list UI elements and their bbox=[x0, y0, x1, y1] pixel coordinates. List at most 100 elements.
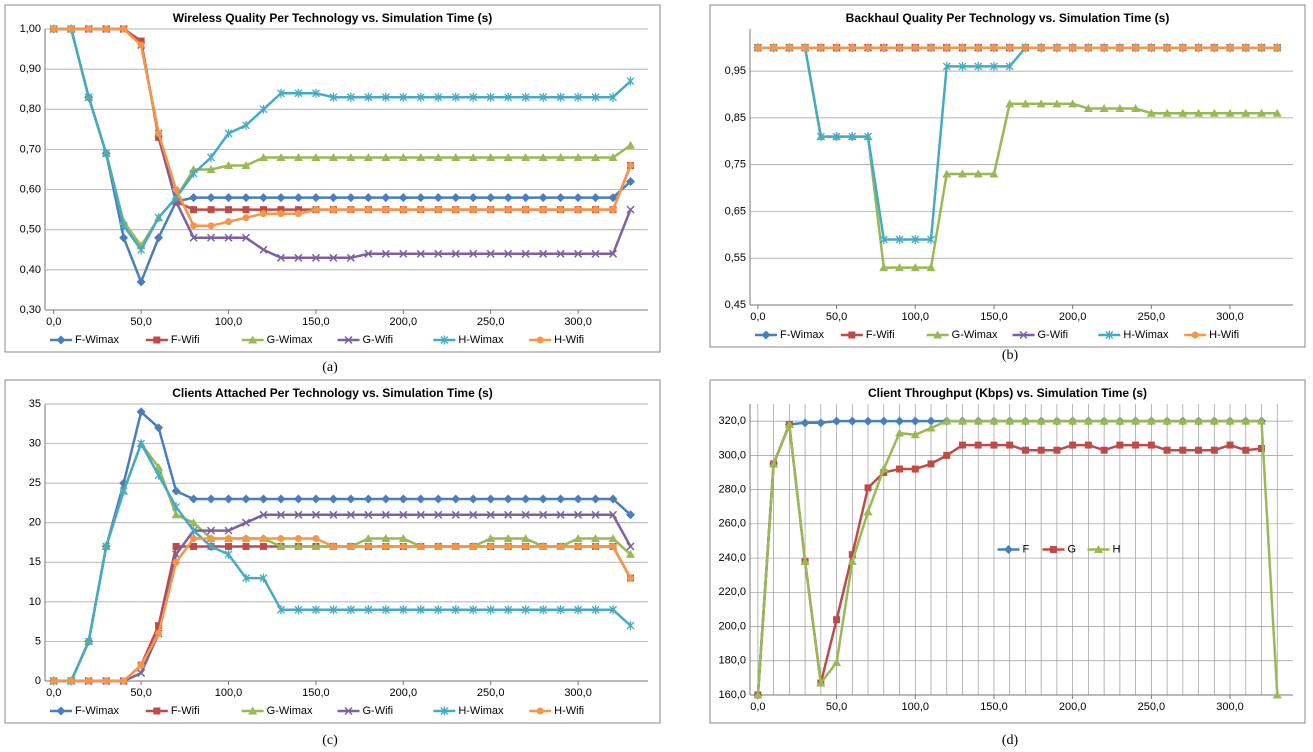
marker bbox=[848, 551, 856, 559]
legend-label: H bbox=[1113, 543, 1121, 555]
legend-label: H-Wimax bbox=[458, 334, 504, 346]
marker bbox=[452, 206, 460, 214]
marker bbox=[521, 510, 530, 519]
marker bbox=[399, 605, 408, 615]
marker bbox=[434, 206, 442, 214]
marker bbox=[276, 152, 286, 161]
marker bbox=[539, 542, 547, 550]
marker bbox=[816, 132, 825, 142]
marker bbox=[896, 465, 904, 473]
marker bbox=[1194, 108, 1204, 117]
marker bbox=[433, 193, 443, 203]
marker bbox=[363, 152, 373, 161]
marker bbox=[276, 494, 286, 504]
marker bbox=[56, 335, 66, 345]
marker bbox=[344, 335, 353, 345]
x-tick-label: 200,0 bbox=[1059, 701, 1087, 713]
marker bbox=[784, 420, 794, 429]
y-tick-label: 300,0 bbox=[718, 449, 746, 461]
marker bbox=[1225, 416, 1235, 425]
y-tick-label: 0,95 bbox=[725, 65, 746, 77]
marker bbox=[1162, 108, 1172, 117]
marker bbox=[276, 605, 285, 615]
marker bbox=[136, 407, 146, 417]
marker bbox=[848, 331, 856, 339]
marker bbox=[608, 152, 618, 161]
marker bbox=[957, 416, 967, 425]
marker bbox=[989, 61, 998, 71]
marker bbox=[591, 249, 600, 258]
marker bbox=[1083, 416, 1093, 425]
marker bbox=[155, 630, 163, 638]
marker bbox=[207, 535, 215, 543]
y-tick-label: 0,65 bbox=[725, 205, 746, 217]
marker bbox=[609, 249, 618, 258]
marker bbox=[574, 249, 583, 258]
marker bbox=[880, 44, 888, 52]
x-tick-label: 150,0 bbox=[980, 701, 1008, 713]
marker bbox=[557, 206, 565, 214]
marker bbox=[241, 193, 251, 203]
marker bbox=[363, 534, 373, 543]
caption: (b) bbox=[1002, 348, 1019, 363]
marker bbox=[346, 494, 356, 504]
marker bbox=[137, 439, 146, 449]
marker bbox=[1036, 416, 1046, 425]
marker bbox=[137, 661, 145, 669]
marker bbox=[329, 92, 338, 102]
marker bbox=[363, 193, 373, 203]
marker bbox=[347, 542, 355, 550]
marker bbox=[556, 510, 565, 519]
marker bbox=[172, 186, 180, 194]
legend-label: F-Wimax bbox=[75, 705, 119, 717]
marker bbox=[381, 534, 391, 543]
marker bbox=[399, 542, 407, 550]
marker bbox=[468, 193, 478, 203]
marker bbox=[863, 507, 873, 516]
marker bbox=[626, 205, 635, 214]
series-line bbox=[53, 537, 632, 683]
marker bbox=[926, 263, 936, 272]
marker bbox=[1005, 416, 1015, 425]
marker bbox=[609, 92, 618, 102]
marker bbox=[609, 542, 617, 550]
marker bbox=[207, 222, 215, 230]
y-tick-label: 25 bbox=[29, 477, 41, 489]
marker bbox=[451, 249, 460, 258]
y-tick-label: 10 bbox=[29, 596, 41, 608]
marker bbox=[556, 249, 565, 258]
x-tick-label: 50,0 bbox=[826, 311, 847, 323]
marker bbox=[609, 206, 617, 214]
marker bbox=[879, 416, 889, 426]
marker bbox=[592, 206, 600, 214]
marker bbox=[487, 542, 495, 550]
y-tick-label: 160,0 bbox=[718, 689, 746, 701]
marker bbox=[1209, 108, 1219, 117]
marker bbox=[207, 206, 215, 214]
marker bbox=[503, 152, 513, 161]
marker bbox=[974, 44, 982, 52]
marker bbox=[1178, 108, 1188, 117]
marker bbox=[1006, 441, 1014, 449]
marker bbox=[1191, 331, 1199, 339]
marker bbox=[56, 706, 66, 716]
marker bbox=[451, 494, 461, 504]
series-line bbox=[53, 27, 632, 227]
marker bbox=[521, 249, 530, 258]
x-tick-label: 200,0 bbox=[1059, 311, 1087, 323]
marker bbox=[190, 542, 198, 550]
caption: (c) bbox=[322, 733, 338, 748]
marker bbox=[294, 210, 302, 218]
marker bbox=[538, 152, 548, 161]
x-tick-label: 50,0 bbox=[826, 701, 847, 713]
marker bbox=[1069, 44, 1077, 52]
marker bbox=[294, 206, 302, 214]
x-tick-label: 150,0 bbox=[980, 311, 1008, 323]
marker bbox=[973, 169, 983, 178]
marker bbox=[469, 510, 478, 519]
y-tick-label: 0,50 bbox=[20, 224, 41, 236]
marker bbox=[627, 574, 635, 582]
marker bbox=[259, 535, 267, 543]
marker bbox=[1132, 441, 1140, 449]
